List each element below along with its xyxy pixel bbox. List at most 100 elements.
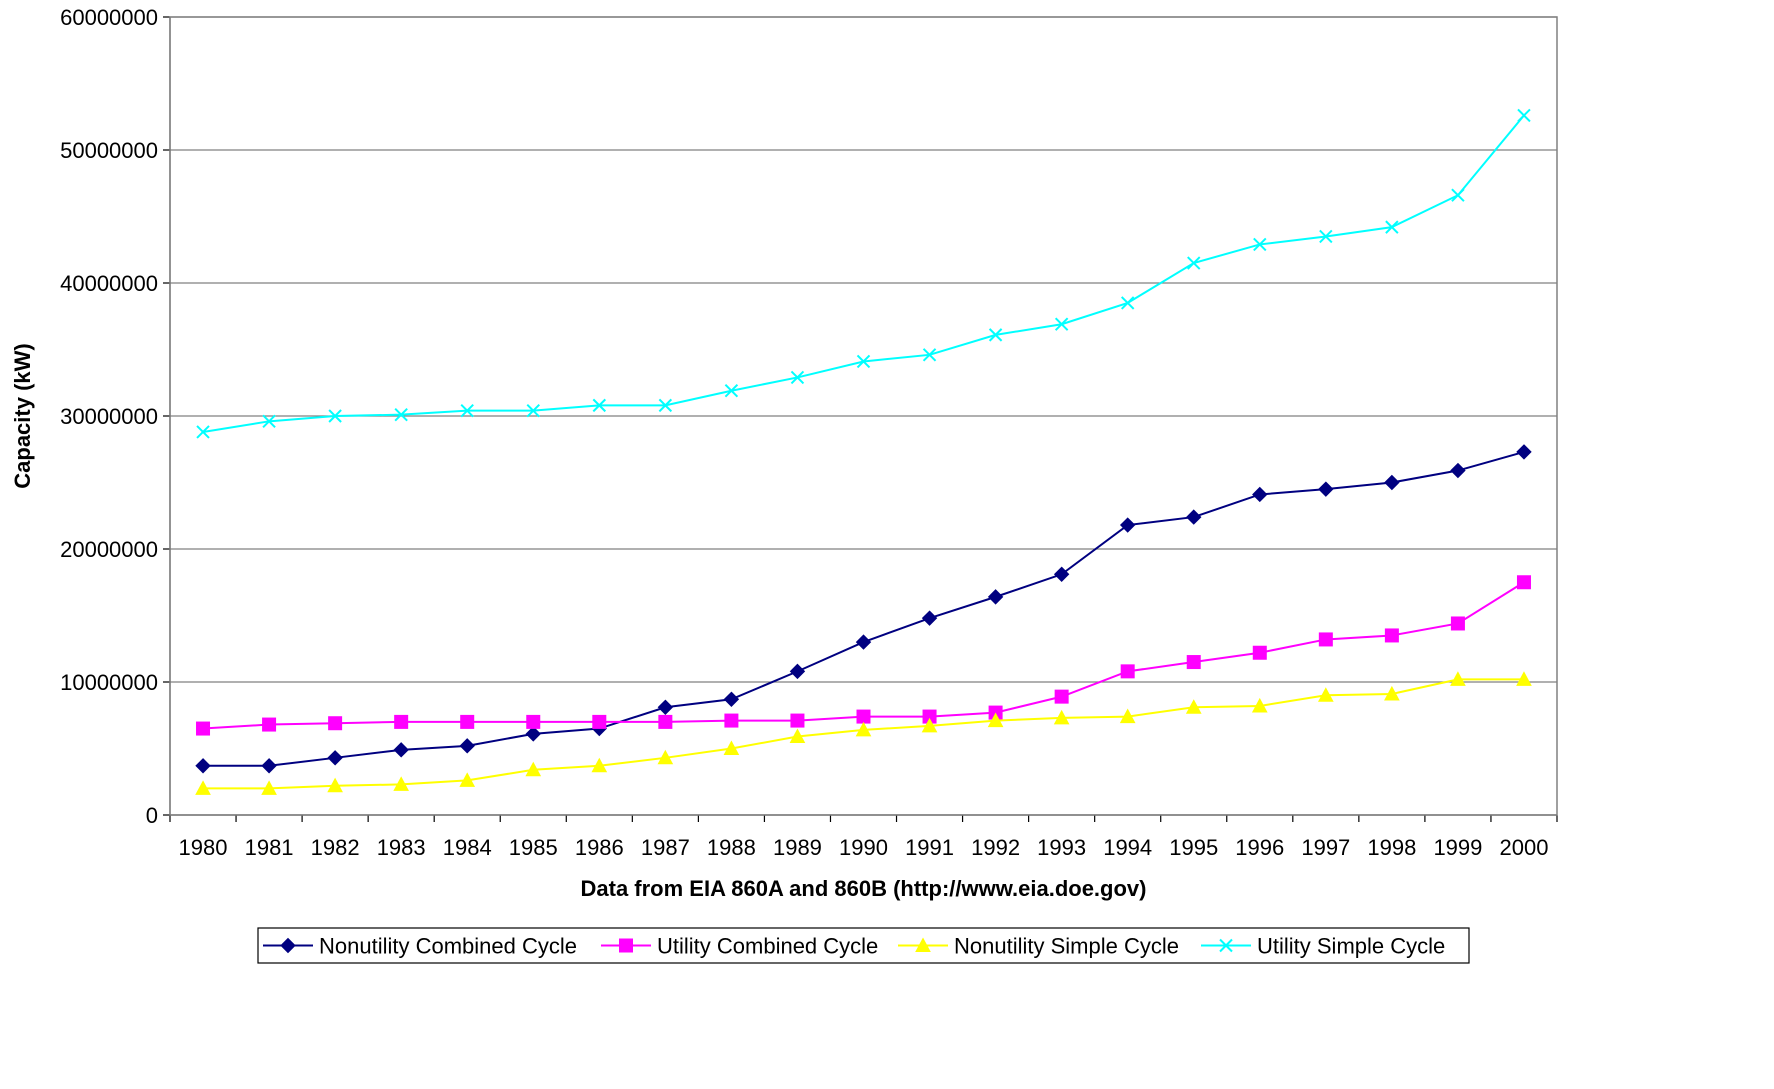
y-tick-label: 30000000 [60,404,158,429]
data-point [790,370,805,385]
x-tick-label: 1984 [443,835,492,860]
legend-entry: Nonutility Simple Cycle [898,934,1179,959]
legend-label: Utility Combined Cycle [657,934,878,959]
data-point [262,414,276,429]
x-tick-label: 1982 [311,835,360,860]
data-point [393,776,410,791]
data-point [261,780,277,795]
data-point [195,780,211,795]
x-tick-label: 1986 [575,835,624,860]
x-tick-label: 1993 [1037,835,1086,860]
data-point [1119,708,1136,724]
data-point [394,714,409,729]
data-point [856,709,871,724]
data-point [1517,108,1531,123]
x-tick-label: 1990 [839,835,888,860]
data-point [526,403,540,418]
x-tick-label: 1996 [1235,835,1284,860]
data-point [1516,575,1531,590]
x-axis-title: Data from EIA 860A and 860B (http://www.… [581,876,1147,901]
data-point [1054,689,1069,704]
data-point [327,777,343,793]
x-tick-label: 1983 [377,835,426,860]
x-tick-label: 1987 [641,835,690,860]
legend-marker [280,937,296,954]
data-point [262,717,277,732]
data-point [328,409,342,423]
data-point [525,761,542,777]
data-point [988,328,1003,342]
data-point [790,713,805,728]
data-point [1120,296,1135,310]
data-point [921,717,938,733]
data-point [1318,481,1334,497]
x-tick-label: 1995 [1169,835,1218,860]
data-point [327,750,343,766]
data-point [1053,566,1070,582]
data-point [855,634,872,650]
data-point [1119,517,1136,533]
legend-entry: Utility Simple Cycle [1201,934,1445,959]
data-point [261,758,277,774]
data-point [855,721,872,737]
data-point [525,726,541,742]
data-point [1516,671,1532,686]
data-point [922,348,937,362]
legend-marker [915,937,931,952]
legend-marker [619,938,633,953]
y-tick-label: 10000000 [60,670,158,695]
data-point [658,714,673,729]
x-tick-label: 1994 [1103,835,1152,860]
data-point [789,663,806,680]
x-tick-label: 1981 [245,835,294,860]
x-tick-label: 1991 [905,835,954,860]
y-axis-ticks: 0 10000000 20000000 30000000 40000000 5000000… [60,5,170,828]
data-point [1187,256,1201,270]
data-point [1185,699,1202,714]
data-point [921,610,938,626]
data-point [1251,697,1268,713]
x-tick-label: 2000 [1499,835,1548,860]
gridlines [170,16,1557,683]
data-point [789,728,806,744]
data-point [658,398,673,413]
data-point [1450,671,1466,686]
data-point [1385,220,1399,234]
y-tick-label: 40000000 [60,271,158,296]
data-point [987,712,1004,728]
legend-label: Utility Simple Cycle [1257,934,1445,959]
data-point [1318,632,1333,647]
x-tick-label: 1998 [1367,835,1416,860]
data-point [328,716,343,731]
x-tick-label: 1992 [971,835,1020,860]
data-point [394,407,408,422]
y-axis-title: Capacity (kW) [10,343,35,488]
legend-marker [1219,938,1233,953]
data-point [1186,655,1201,670]
y-tick-label: 0 [146,803,158,828]
series-2 [195,671,1532,795]
data-point [987,589,1004,605]
series-1 [196,575,1531,736]
x-tick-label: 1988 [707,835,756,860]
data-point [460,403,474,418]
data-point [196,721,211,736]
plot-frame [169,16,1558,816]
data-point [526,714,541,729]
legend-label: Nonutility Combined Cycle [319,934,577,959]
x-tick-label: 1985 [509,835,558,860]
series-line [202,581,1525,730]
series-line [202,114,1525,433]
data-point [1253,237,1267,252]
data-point [1516,444,1532,460]
data-point [1384,685,1400,701]
data-point [393,742,409,758]
data-point [1053,709,1070,725]
data-point [1384,628,1399,643]
y-tick-label: 60000000 [60,5,158,30]
data-point [1384,474,1400,491]
data-point [1186,509,1202,525]
y-tick-label: 50000000 [60,138,158,163]
data-point [1317,687,1334,702]
